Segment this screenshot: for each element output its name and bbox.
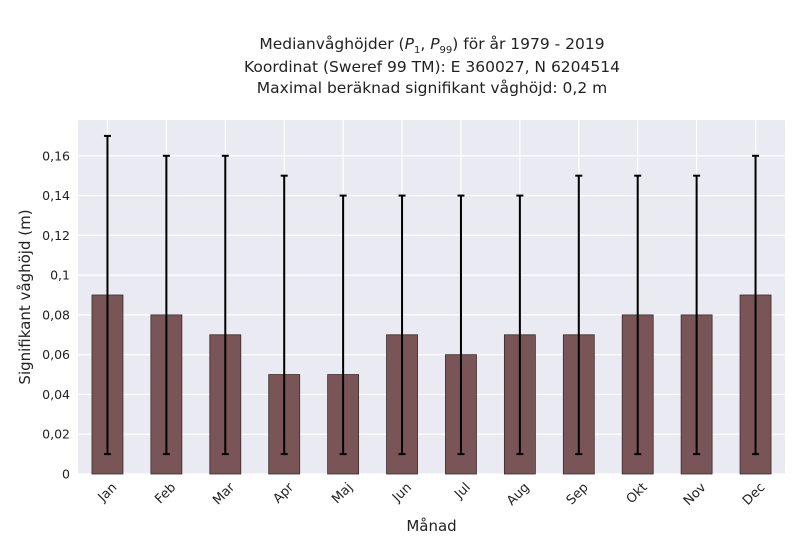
error-bar-maj [339, 194, 347, 456]
error-bar-dec [752, 154, 760, 456]
y-tick-labels: 0 0,02 0,04 0,06 0,08 0,1 0,12 0,14 0,16 [42, 148, 70, 481]
x-tick-label: Dec [740, 480, 768, 508]
error-bar-sep [575, 174, 583, 456]
x-tick-label: Okt [624, 480, 651, 507]
x-tick-label: Sep [564, 480, 592, 508]
y-tick-label: 0,1 [50, 268, 70, 283]
x-tick-label: Jan [95, 480, 120, 505]
error-bar-jul [457, 194, 465, 456]
error-bar-mar [221, 154, 229, 456]
error-bar-aug [516, 194, 524, 456]
y-tick-label: 0 [62, 467, 70, 482]
chart-title-line-2: Koordinat (Sweref 99 TM): E 360027, N 62… [244, 58, 620, 76]
x-tick-label: Apr [271, 480, 298, 507]
x-tick-label: Feb [152, 480, 179, 507]
chart-title-line-1: Medianvåghöjder (P1, P99) för år 1979 - … [259, 35, 605, 57]
error-bar-jun [398, 194, 406, 456]
error-bar-feb [162, 154, 170, 456]
chart-title-line-3: Maximal beräknad signifikant våghöjd: 0,… [256, 79, 608, 97]
error-bar-nov [693, 174, 701, 456]
y-axis-label: Signifikant våghöjd (m) [16, 209, 34, 384]
x-tick-label: Maj [329, 480, 356, 507]
error-bar-apr [280, 174, 288, 456]
x-tick-label: Jul [451, 480, 473, 502]
y-tick-label: 0,06 [42, 347, 70, 362]
plot-area [78, 120, 785, 474]
y-tick-label: 0,16 [42, 148, 70, 163]
x-tick-label: Nov [681, 480, 710, 509]
y-tick-label: 0,02 [42, 427, 70, 442]
x-tick-label: Jun [389, 480, 415, 506]
y-tick-label: 0,04 [42, 387, 70, 402]
error-bar-jan [103, 134, 111, 456]
y-tick-label: 0,08 [42, 307, 70, 322]
y-tick-label: 0,14 [42, 188, 70, 203]
error-bars [103, 134, 760, 456]
y-tick-label: 0,12 [42, 228, 70, 243]
x-tick-label: Aug [504, 480, 533, 509]
error-bar-okt [634, 174, 642, 456]
x-tick-labels: Jan Feb Mar Apr Maj Jun Jul Aug Sep Okt Nov Dec [95, 480, 769, 509]
x-axis-label: Månad [406, 517, 456, 535]
x-tick-label: Mar [210, 480, 238, 508]
